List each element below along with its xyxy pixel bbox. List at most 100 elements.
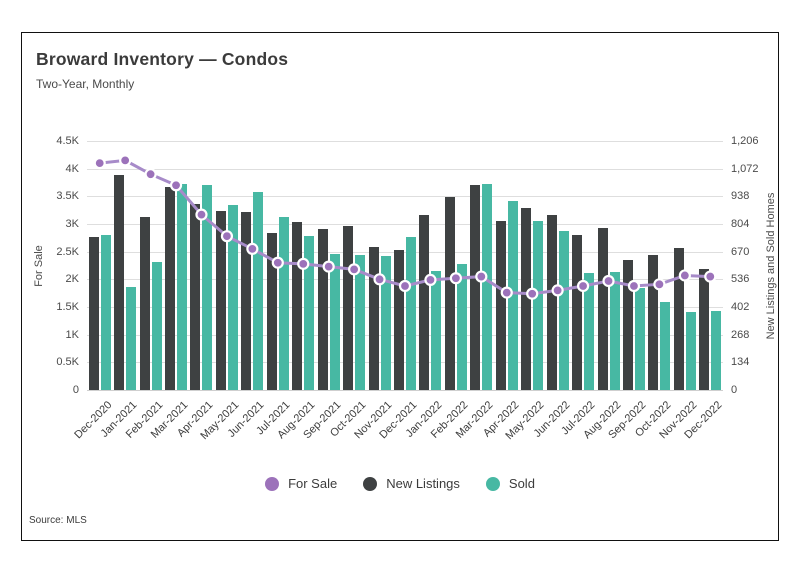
sold-bar xyxy=(253,191,264,390)
new-listings-bar xyxy=(648,254,659,390)
sold-bar xyxy=(126,286,137,390)
for-sale-point xyxy=(449,272,462,285)
legend-swatch-icon xyxy=(265,476,280,491)
legend-swatch-icon xyxy=(485,476,500,491)
sold-bar xyxy=(304,236,315,390)
new-listings-bar xyxy=(495,220,506,390)
for-sale-point xyxy=(195,208,208,221)
sold-bar xyxy=(482,183,493,390)
gridline xyxy=(87,279,723,281)
right-axis-title: New Listings and Sold Homes xyxy=(765,192,777,339)
sold-bar xyxy=(685,311,696,390)
for-sale-line xyxy=(99,158,711,296)
right-axis-tick: 1,206 xyxy=(731,135,759,147)
sold-bar xyxy=(151,262,162,390)
left-axis-tick: 3K xyxy=(65,218,79,230)
new-listings-bar xyxy=(699,269,710,390)
new-listings-bar xyxy=(241,212,252,390)
sold-bar xyxy=(584,273,595,390)
chart-subtitle: Two-Year, Monthly xyxy=(36,77,135,91)
legend: For Sale New Listings Sold xyxy=(22,476,778,491)
right-axis-tick: 938 xyxy=(731,190,750,203)
new-listings-bar xyxy=(139,216,150,390)
sold-bar xyxy=(533,220,544,390)
right-axis-tick: 0 xyxy=(731,384,738,396)
gridline xyxy=(87,196,723,198)
for-sale-point xyxy=(576,279,590,293)
for-sale-point xyxy=(653,278,666,291)
new-listings-bar xyxy=(521,208,532,390)
sold-bar xyxy=(202,184,213,390)
for-sale-point xyxy=(93,157,106,170)
new-listings-bar xyxy=(266,233,277,390)
sold-bar xyxy=(329,253,340,390)
chart-card: Broward Inventory — Condos Two-Year, Mon… xyxy=(21,32,779,541)
legend-label: Sold xyxy=(508,476,535,491)
sold-bar xyxy=(278,216,289,390)
for-sale-point xyxy=(169,179,183,192)
new-listings-bar xyxy=(215,211,226,390)
right-axis-tick: 536 xyxy=(731,273,750,286)
gridline xyxy=(87,141,723,142)
for-sale-point xyxy=(220,230,234,243)
left-axis-tick: 4K xyxy=(65,162,79,175)
left-axis-tick: 0.5K xyxy=(56,356,79,369)
for-sale-point xyxy=(678,269,691,282)
for-sale-point xyxy=(551,284,564,297)
for-sale-point xyxy=(704,270,717,283)
gridline xyxy=(87,307,723,308)
right-axis-tick: 670 xyxy=(731,245,750,258)
gridline xyxy=(87,334,723,336)
right-axis-tick: 402 xyxy=(731,301,750,313)
sold-bar xyxy=(711,310,722,390)
sold-bar xyxy=(406,237,416,390)
for-sale-point xyxy=(398,279,412,293)
sold-bar xyxy=(507,201,518,390)
for-sale-point xyxy=(627,279,641,293)
sold-bar xyxy=(355,254,366,390)
left-axis-tick: 2.5K xyxy=(56,245,79,258)
for-sale-line-layer xyxy=(93,154,717,300)
new-listings-bar xyxy=(88,237,99,390)
new-listings-bar xyxy=(190,204,201,390)
sold-bar xyxy=(380,255,391,390)
left-axis-tick: 2K xyxy=(65,273,79,286)
new-listings-bar xyxy=(444,196,455,390)
new-listings-bar xyxy=(165,186,176,390)
sold-bar xyxy=(227,205,238,390)
for-sale-point xyxy=(373,273,386,286)
for-sale-point xyxy=(322,260,335,273)
sold-bar xyxy=(456,264,467,390)
sold-bar xyxy=(660,302,671,390)
new-listings-bar xyxy=(343,225,354,390)
new-listings-bar xyxy=(317,228,328,390)
for-sale-point xyxy=(602,274,615,288)
source-note: Source: MLS xyxy=(29,515,87,526)
legend-item-new-listings[interactable]: New Listings xyxy=(363,476,460,491)
for-sale-point xyxy=(500,286,513,299)
right-axis-tick: 804 xyxy=(731,218,750,230)
legend-item-sold[interactable]: Sold xyxy=(485,476,535,491)
new-listings-bar xyxy=(368,246,379,390)
for-sale-point xyxy=(119,154,132,167)
new-listings-bar xyxy=(572,235,583,390)
new-listings-bar xyxy=(673,247,684,390)
left-axis-tick: 1K xyxy=(65,328,79,341)
for-sale-point xyxy=(526,287,539,300)
new-listings-bar xyxy=(419,214,430,390)
for-sale-point xyxy=(424,273,437,286)
gridline xyxy=(87,251,723,253)
sold-bar xyxy=(609,272,620,390)
right-axis-tick: 1,072 xyxy=(731,162,759,175)
legend-label: For Sale xyxy=(288,476,338,491)
sold-bar xyxy=(634,287,645,390)
right-axis-tick: 268 xyxy=(731,328,750,341)
legend-item-for-sale[interactable]: For Sale xyxy=(265,476,337,491)
sold-bar xyxy=(558,231,569,390)
left-axis-tick: 0 xyxy=(72,384,79,396)
gridline xyxy=(87,224,723,225)
sold-bar xyxy=(100,235,111,390)
for-sale-point xyxy=(297,257,310,270)
left-axis-tick: 1.5K xyxy=(56,301,79,313)
